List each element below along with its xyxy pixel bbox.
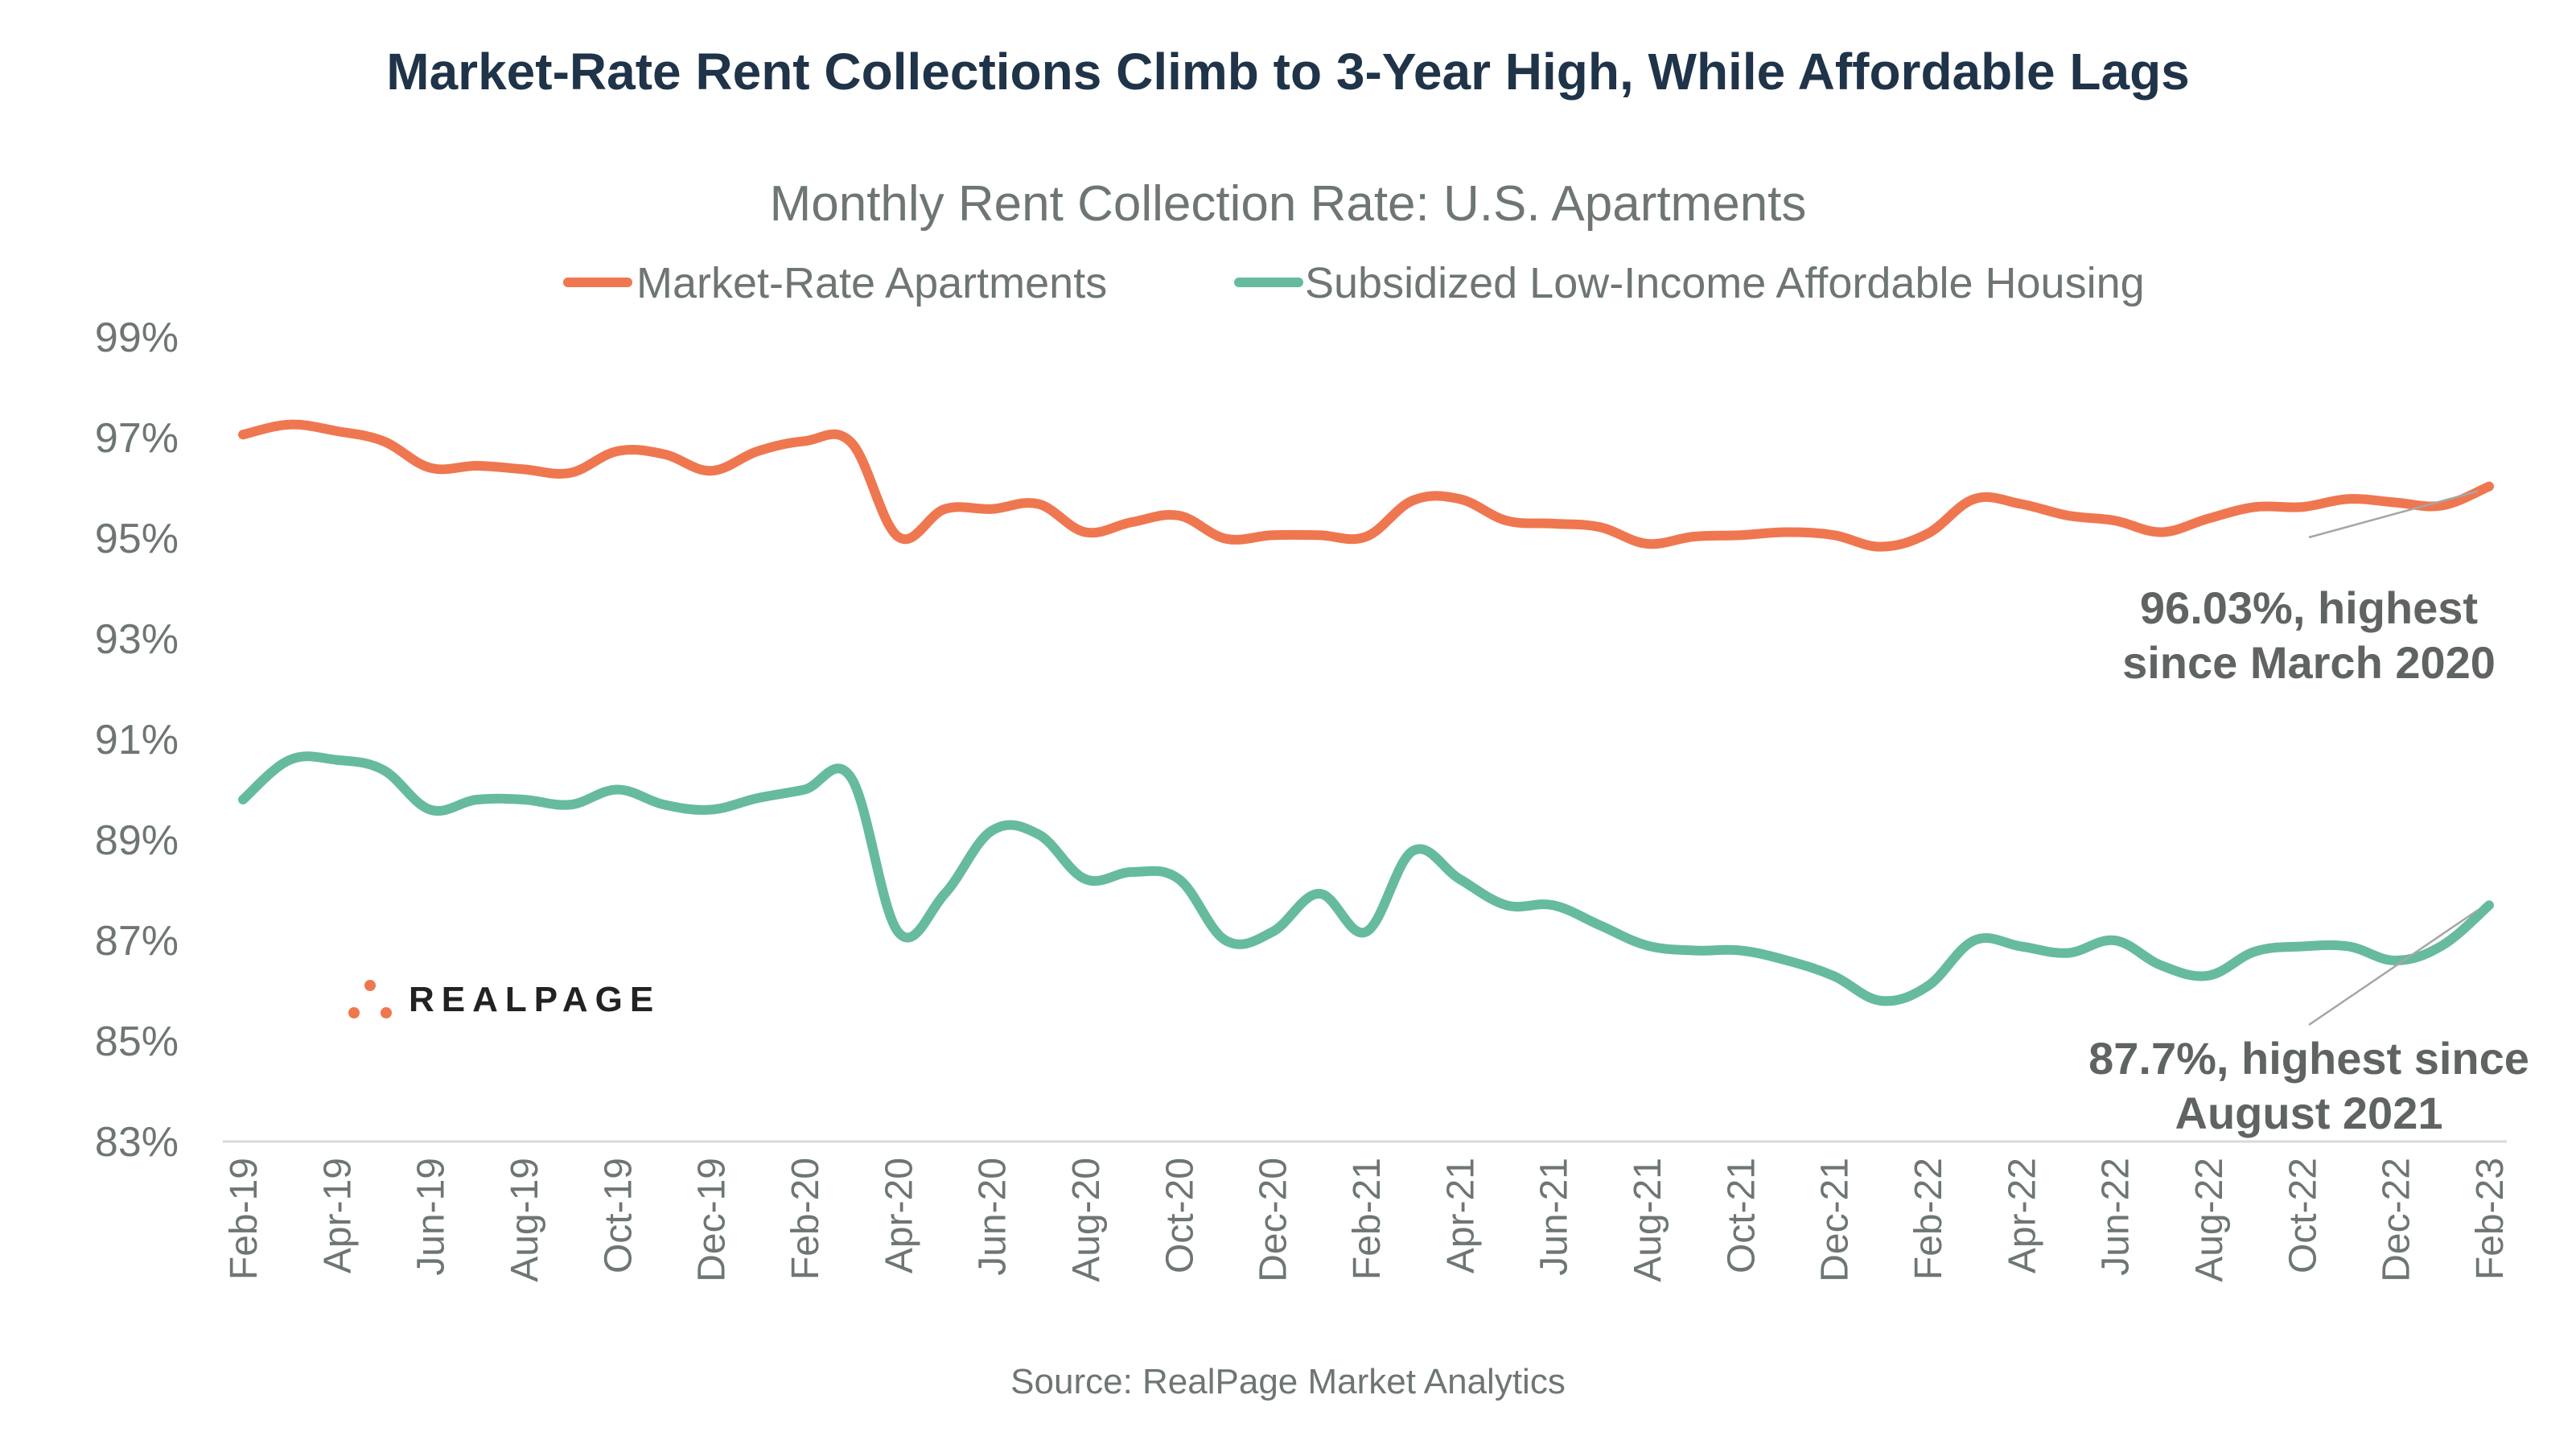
annotation-line-1: 87.7%, highest since	[2088, 1033, 2529, 1084]
logo-dots-icon	[348, 980, 392, 1018]
x-tick-label: Aug-22	[2188, 1158, 2231, 1282]
y-tick-label: 93%	[95, 616, 179, 663]
x-tick-label: Feb-19	[223, 1158, 265, 1280]
legend: Market-Rate Apartments Subsidized Low-Inc…	[563, 259, 2145, 307]
x-tick-label: Dec-20	[1253, 1158, 1295, 1282]
annotation-line-2: August 2021	[2175, 1088, 2443, 1138]
y-tick-label: 89%	[95, 817, 179, 864]
y-tick-label: 97%	[95, 415, 179, 462]
y-tick-label: 85%	[95, 1018, 179, 1065]
x-tick-label: Oct-19	[597, 1158, 640, 1273]
source-note: Source: RealPage Market Analytics	[1010, 1362, 1566, 1401]
series-lines	[238, 419, 2494, 1006]
x-tick-label: Oct-20	[1158, 1158, 1201, 1273]
chart-title: Market-Rate Rent Collections Climb to 3-…	[386, 43, 2190, 101]
x-tick-label: Feb-21	[1346, 1158, 1389, 1280]
x-tick-label: Jun-20	[972, 1158, 1014, 1276]
x-tick-label: Jun-22	[2095, 1158, 2138, 1276]
x-tick-label: Apr-22	[2001, 1158, 2043, 1273]
x-tick-label: Aug-20	[1065, 1158, 1108, 1282]
y-tick-label: 99%	[95, 315, 179, 361]
x-tick-label: Dec-22	[2376, 1158, 2418, 1282]
x-tick-label: Feb-20	[784, 1158, 827, 1280]
series-line-affordable	[238, 751, 2494, 1006]
x-tick-label: Oct-21	[1720, 1158, 1763, 1273]
annotation-market-rate: 96.03%, highest since March 2020	[2068, 581, 2550, 690]
annotation-leader-line	[2308, 490, 2479, 539]
realpage-logo: REALPAGE	[348, 977, 660, 1022]
y-tick-label: 83%	[95, 1119, 179, 1166]
legend-label: Market-Rate Apartments	[636, 259, 1107, 307]
x-tick-label: Oct-22	[2282, 1158, 2324, 1273]
y-tick-label: 91%	[95, 717, 179, 763]
x-tick-label: Apr-19	[316, 1158, 359, 1273]
annotation-line-2: since March 2020	[2122, 637, 2496, 688]
x-tick-label: Jun-21	[1533, 1158, 1576, 1276]
x-tick-label: Aug-21	[1627, 1158, 1669, 1282]
x-tick-label: Apr-21	[1439, 1158, 1482, 1273]
annotation-leader-line	[2308, 909, 2479, 1026]
annotation-leaders	[2308, 490, 2479, 1026]
x-tick-label: Dec-21	[1814, 1158, 1857, 1282]
y-axis: 83% 85% 87% 89% 91% 93% 95% 97% 99%	[95, 315, 179, 1166]
x-tick-label: Dec-19	[691, 1158, 734, 1282]
logo-text: REALPAGE	[409, 980, 661, 1019]
y-tick-label: 95%	[95, 516, 179, 562]
x-tick-label: Apr-20	[878, 1158, 920, 1273]
annotation-line-1: 96.03%, highest	[2139, 582, 2479, 633]
annotation-affordable: 87.7%, highest since August 2021	[2068, 1031, 2550, 1141]
legend-label: Subsidized Low-Income Affordable Housing	[1305, 259, 2145, 307]
x-tick-label: Jun-19	[410, 1158, 453, 1276]
x-axis: Feb-19 Apr-19 Jun-19 Aug-19 Oct-19 Dec-19 Feb-…	[223, 1140, 2512, 1282]
x-tick-label: Feb-22	[1907, 1158, 1950, 1280]
x-tick-label: Aug-19	[504, 1158, 546, 1282]
y-tick-label: 87%	[95, 918, 179, 965]
chart-subtitle: Monthly Rent Collection Rate: U.S. Apart…	[769, 176, 1807, 232]
x-tick-label: Feb-23	[2469, 1158, 2512, 1280]
series-line-market-rate	[238, 419, 2494, 552]
